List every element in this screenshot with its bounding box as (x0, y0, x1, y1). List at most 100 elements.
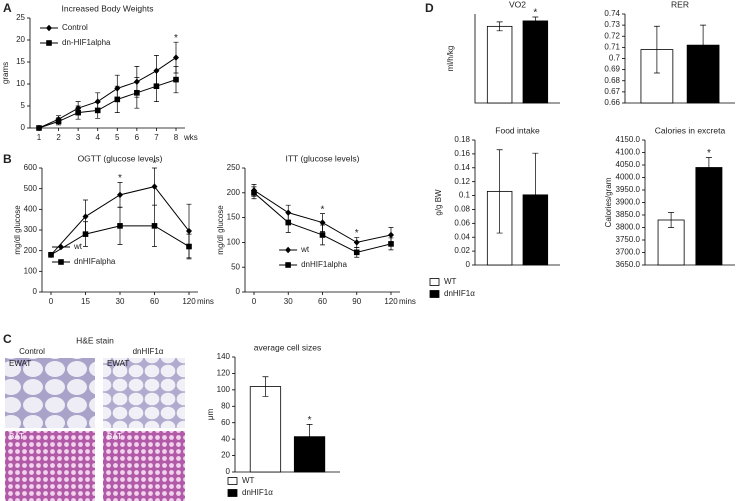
legend-swatch (429, 278, 440, 286)
histology-image (5, 358, 95, 428)
point (134, 90, 140, 96)
x-tick-label: 8 (174, 133, 179, 142)
legend-label: WT (242, 476, 255, 485)
point (55, 118, 62, 125)
y-tick-label: 500 (24, 184, 38, 193)
y-axis-label: μm (206, 409, 215, 421)
x-tick-label: 15 (81, 297, 90, 306)
series-line (38, 79, 177, 129)
panel-letter: B (3, 152, 12, 166)
y-axis-label: ml/h/kg (446, 46, 455, 72)
error-bar (262, 376, 269, 397)
y-tick-label: 0 (226, 467, 231, 476)
y-tick-label: 4050.0 (616, 160, 641, 169)
y-tick-label: 0.14 (454, 163, 470, 172)
annotation: * (355, 228, 359, 239)
histology-image (103, 358, 185, 428)
error-bar (700, 24, 707, 66)
y-tick-label: 3850.0 (616, 210, 641, 219)
y-tick-label: 3700.0 (616, 248, 641, 257)
histology-image (5, 431, 95, 501)
panel-letter: A (3, 1, 12, 15)
error-bar (653, 25, 660, 74)
point (173, 54, 179, 61)
legend-marker (46, 40, 52, 46)
point (151, 183, 158, 190)
y-tick-label: 0.69 (604, 65, 620, 74)
point (319, 232, 326, 238)
x-tick-label: 1 (37, 133, 42, 142)
legend-marker (58, 243, 64, 251)
legend-swatch (429, 290, 440, 298)
x-tick-label: 120 (384, 297, 398, 306)
y-tick-label: 0.74 (604, 9, 620, 18)
y-tick-label: 80 (221, 401, 230, 410)
y-tick-label: 100 (217, 385, 231, 394)
y-tick-label: 5 (21, 101, 26, 110)
x-tick-label: 5 (115, 133, 120, 142)
point (353, 249, 360, 256)
y-tick-label: 0.1 (459, 191, 471, 200)
series-line (38, 57, 177, 129)
y-tick-label: 120 (217, 369, 231, 378)
point (117, 223, 123, 229)
point (151, 223, 158, 229)
annotation: * (174, 33, 178, 44)
bar (695, 167, 723, 266)
legend-marker (46, 24, 52, 32)
y-tick-label: 0.12 (454, 177, 470, 186)
y-tick-label: 600 (24, 163, 38, 172)
y-axis-label: g/g BW (434, 189, 443, 216)
chart-title: average cell sizes (254, 342, 322, 352)
point (75, 109, 81, 116)
histology-image (103, 431, 185, 501)
x-tick-label: 90 (352, 297, 361, 306)
legend-swatch (227, 489, 238, 497)
point (82, 231, 89, 237)
histology-row: BAT (107, 432, 122, 441)
y-tick-label: 3750.0 (616, 235, 641, 244)
x-tick-label: 120 (182, 297, 196, 306)
y-tick-label: 100 (24, 266, 38, 275)
annotation: * (533, 8, 537, 19)
x-tick-label: 0 (49, 297, 54, 306)
y-tick-label: 100 (227, 238, 241, 247)
y-tick-label: 0.68 (604, 76, 620, 85)
chart-title: VO2 (509, 0, 526, 9)
legend-label: dnHIFalpha (74, 257, 116, 266)
y-tick-label: 0.04 (454, 232, 470, 241)
legend-marker (285, 262, 291, 268)
point (82, 213, 89, 220)
y-tick-label: 0 (21, 123, 26, 132)
histology-title: H&E stain (76, 335, 114, 345)
y-tick-label: 3800.0 (616, 223, 641, 232)
error-bar (496, 21, 503, 32)
y-tick-label: 4100.0 (616, 148, 641, 157)
y-tick-label: 0.7 (609, 54, 621, 63)
y-tick-label: 10 (16, 79, 25, 88)
x-tick-label: 0 (252, 297, 257, 306)
error-bar (532, 16, 539, 26)
y-tick-label: 140 (217, 352, 231, 361)
chart-title: Increased Body Weights (62, 3, 154, 13)
legend-label: dn-HIF1alpha (62, 38, 111, 47)
histology-column: Control (19, 347, 45, 356)
annotation: * (707, 148, 711, 159)
annotation: * (321, 204, 325, 215)
legend-marker (58, 259, 64, 265)
y-tick-label: 0.67 (604, 87, 620, 96)
x-axis-label: mins (399, 297, 416, 306)
point (186, 243, 192, 250)
point (153, 83, 160, 89)
legend-swatch (227, 477, 238, 485)
y-tick-label: 0.16 (454, 149, 470, 158)
x-tick-label: 7 (154, 133, 159, 142)
annotation: * (153, 159, 157, 170)
point (94, 98, 101, 105)
y-tick-label: 4150.0 (616, 135, 641, 144)
y-tick-label: 3950.0 (616, 185, 641, 194)
error-bar (496, 149, 503, 234)
y-tick-label: 3650.0 (616, 260, 641, 269)
y-tick-label: 3900.0 (616, 198, 641, 207)
x-tick-label: 4 (95, 133, 100, 142)
